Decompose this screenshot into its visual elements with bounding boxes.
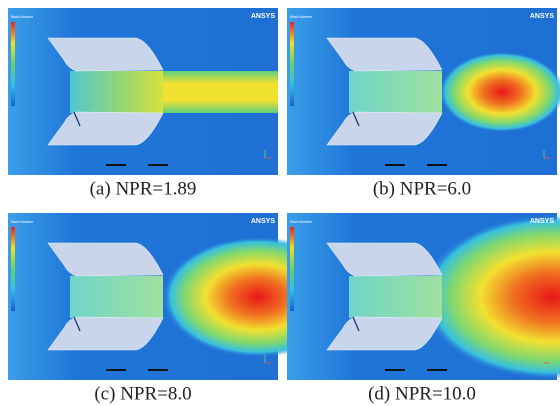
- caption: (c) NPR=8.0: [94, 383, 191, 404]
- logo: ANSYS: [251, 13, 275, 20]
- jet-core: [349, 71, 442, 113]
- legend-title: Mach Number: [11, 15, 34, 19]
- jet-core: [349, 276, 442, 318]
- figure: Mach Number ANSYS (a) NPR=1.89 Mach Number A…: [0, 0, 560, 406]
- scale-bar: [427, 164, 447, 166]
- legend-title: Mach Number: [290, 15, 313, 19]
- jet-core: [70, 71, 163, 113]
- colorbar: [290, 227, 294, 311]
- legend-title: Mach Number: [290, 220, 313, 224]
- panel: Mach Number ANSYS: [287, 8, 560, 175]
- scale-bar: [148, 164, 168, 166]
- scale-bar: [427, 369, 447, 371]
- colorbar: [290, 22, 294, 106]
- plume: [440, 52, 560, 132]
- scale-bar: [385, 369, 405, 371]
- jet: [158, 71, 278, 113]
- page: {"figure": {"panels": [ {"caption": "(a)…: [0, 0, 560, 406]
- jet-core: [70, 276, 163, 318]
- scale-bar: [106, 164, 126, 166]
- scale-bar: [106, 369, 126, 371]
- legend-title: Mach Number: [11, 220, 34, 224]
- panel: Mach Number ANSYS: [8, 8, 278, 175]
- logo: ANSYS: [530, 13, 554, 20]
- logo: ANSYS: [251, 218, 275, 225]
- logo: ANSYS: [530, 218, 554, 225]
- caption: (d) NPR=10.0: [368, 383, 476, 404]
- panel: Mach Number ANSYS: [287, 213, 560, 380]
- caption: (b) NPR=6.0: [373, 178, 471, 199]
- colorbar: [11, 227, 15, 311]
- colorbar: [11, 22, 15, 106]
- scale-bar: [148, 369, 168, 371]
- scale-bar: [385, 164, 405, 166]
- caption: (a) NPR=1.89: [90, 178, 197, 199]
